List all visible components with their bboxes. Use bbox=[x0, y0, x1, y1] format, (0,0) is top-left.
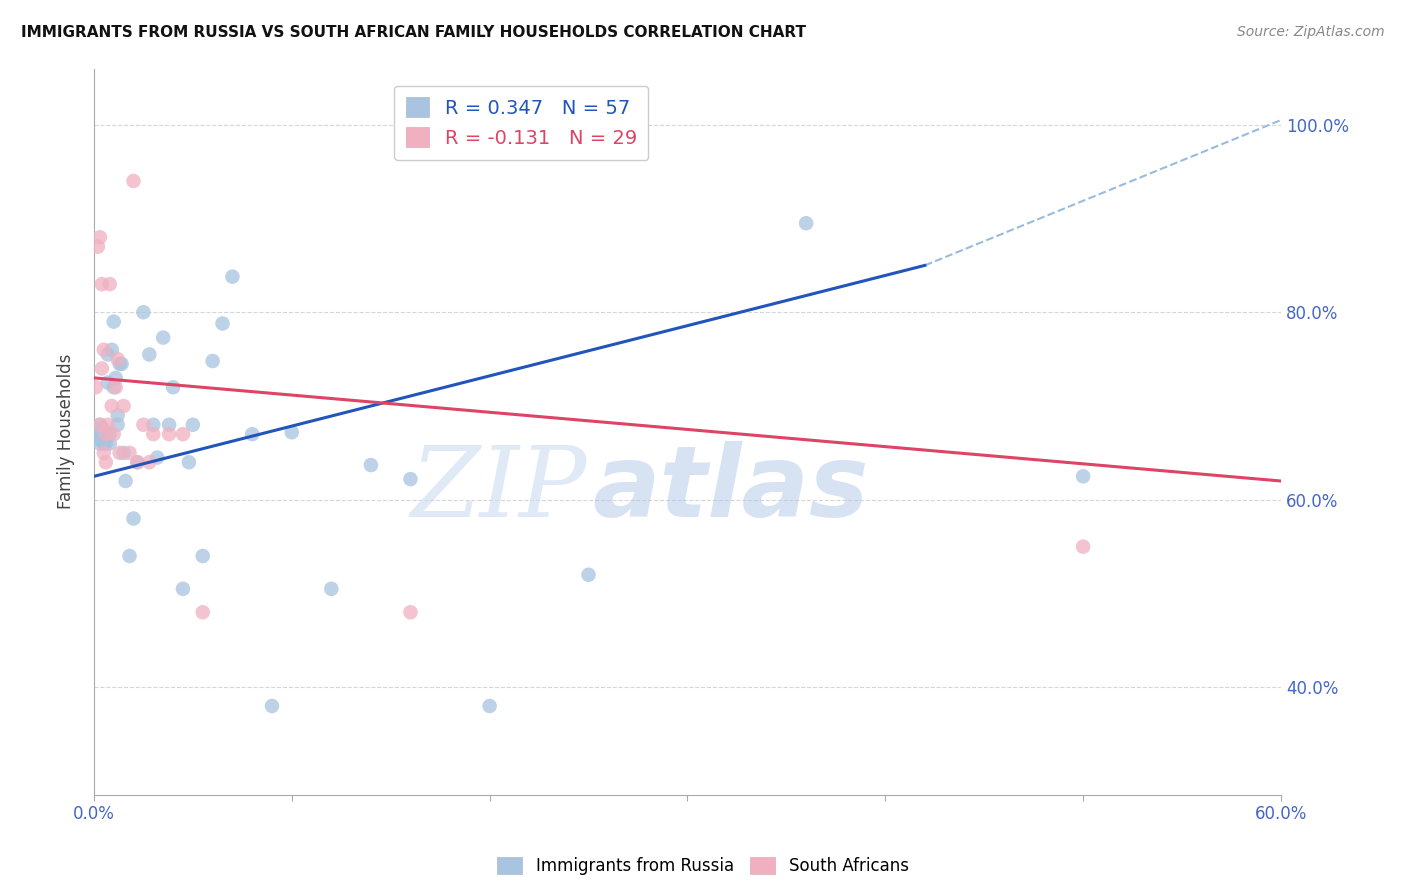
Point bbox=[108, 446, 131, 460]
Point bbox=[132, 417, 155, 432]
Point bbox=[87, 432, 110, 446]
Point bbox=[107, 352, 129, 367]
Point bbox=[118, 446, 141, 460]
Text: IMMIGRANTS FROM RUSSIA VS SOUTH AFRICAN FAMILY HOUSEHOLDS CORRELATION CHART: IMMIGRANTS FROM RUSSIA VS SOUTH AFRICAN … bbox=[21, 25, 806, 40]
Point bbox=[97, 347, 120, 361]
Point bbox=[191, 605, 214, 619]
Text: Source: ZipAtlas.com: Source: ZipAtlas.com bbox=[1237, 25, 1385, 39]
Point bbox=[89, 230, 111, 244]
Point bbox=[98, 436, 121, 450]
Point bbox=[89, 417, 111, 432]
Point bbox=[794, 216, 817, 230]
Point bbox=[138, 347, 160, 361]
Point bbox=[89, 425, 111, 440]
Point bbox=[122, 174, 145, 188]
Point bbox=[260, 698, 283, 713]
Point bbox=[94, 455, 117, 469]
Point bbox=[112, 399, 135, 413]
Point bbox=[90, 277, 112, 292]
Point bbox=[191, 549, 214, 563]
Point bbox=[94, 434, 117, 448]
Point bbox=[89, 417, 111, 432]
Legend: Immigrants from Russia, South Africans: Immigrants from Russia, South Africans bbox=[491, 850, 915, 882]
Point bbox=[211, 317, 233, 331]
Point bbox=[321, 582, 343, 596]
Point bbox=[93, 436, 115, 450]
Point bbox=[97, 417, 120, 432]
Point bbox=[281, 425, 304, 440]
Point bbox=[93, 432, 115, 446]
Point bbox=[142, 417, 165, 432]
Point bbox=[104, 380, 127, 394]
Point bbox=[87, 427, 110, 442]
Point bbox=[146, 450, 169, 465]
Point bbox=[100, 343, 122, 357]
Point bbox=[157, 427, 180, 442]
Point bbox=[152, 330, 174, 344]
Point bbox=[177, 455, 200, 469]
Point bbox=[399, 472, 422, 486]
Point bbox=[84, 380, 107, 394]
Point bbox=[162, 380, 184, 394]
Point bbox=[1071, 540, 1094, 554]
Point bbox=[84, 422, 107, 436]
Point bbox=[103, 315, 125, 329]
Point bbox=[201, 354, 224, 368]
Text: atlas: atlas bbox=[592, 442, 869, 539]
Point bbox=[104, 371, 127, 385]
Point bbox=[93, 446, 115, 460]
Point bbox=[107, 417, 129, 432]
Point bbox=[181, 417, 204, 432]
Point bbox=[578, 567, 600, 582]
Y-axis label: Family Households: Family Households bbox=[58, 354, 75, 509]
Point bbox=[172, 582, 194, 596]
Point bbox=[98, 277, 121, 292]
Point bbox=[94, 427, 117, 442]
Point bbox=[1071, 469, 1094, 483]
Point bbox=[157, 417, 180, 432]
Point bbox=[107, 409, 129, 423]
Point bbox=[111, 357, 134, 371]
Point bbox=[94, 436, 117, 450]
Point bbox=[478, 698, 501, 713]
Point bbox=[399, 605, 422, 619]
Point bbox=[127, 455, 149, 469]
Point bbox=[240, 427, 263, 442]
Point bbox=[93, 343, 115, 357]
Point bbox=[112, 446, 135, 460]
Point bbox=[138, 455, 160, 469]
Point bbox=[90, 425, 112, 440]
Point bbox=[122, 511, 145, 525]
Point bbox=[97, 376, 120, 390]
Point bbox=[103, 427, 125, 442]
Point bbox=[114, 474, 136, 488]
Point bbox=[98, 427, 121, 442]
Point bbox=[108, 357, 131, 371]
Point bbox=[100, 399, 122, 413]
Point bbox=[90, 429, 112, 443]
Text: ZIP: ZIP bbox=[411, 442, 586, 538]
Point bbox=[93, 427, 115, 442]
Point bbox=[93, 422, 115, 436]
Point bbox=[132, 305, 155, 319]
Point bbox=[142, 427, 165, 442]
Legend: R = 0.347   N = 57, R = -0.131   N = 29: R = 0.347 N = 57, R = -0.131 N = 29 bbox=[394, 86, 648, 160]
Point bbox=[90, 361, 112, 376]
Point bbox=[87, 240, 110, 254]
Point bbox=[89, 436, 111, 450]
Point bbox=[172, 427, 194, 442]
Point bbox=[94, 427, 117, 442]
Point bbox=[360, 458, 382, 472]
Point bbox=[127, 455, 149, 469]
Point bbox=[118, 549, 141, 563]
Point bbox=[103, 380, 125, 394]
Point bbox=[90, 429, 112, 443]
Point bbox=[221, 269, 243, 284]
